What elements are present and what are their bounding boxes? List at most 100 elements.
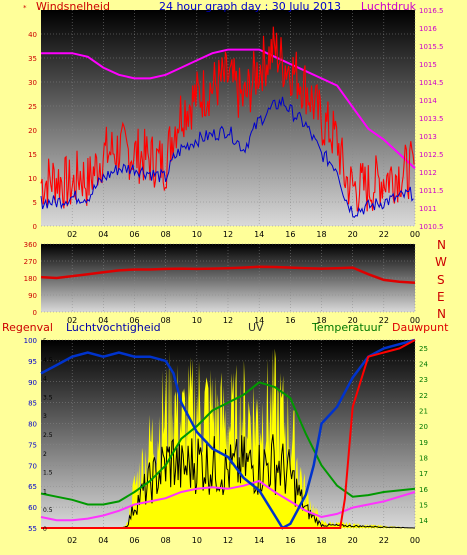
x-tick-label: 10 (192, 536, 202, 545)
right-tick-label: 1011.5 (419, 187, 444, 195)
uv-tick-label: 2 (43, 451, 47, 458)
direction-panel-series (40, 265, 416, 284)
left-tick-label: 270 (24, 258, 37, 266)
right-tick-label: 23 (419, 376, 428, 384)
x-tick-label: 16 (285, 230, 295, 239)
left-tick-label: 10 (28, 175, 37, 183)
uv-tick-label: 0.5 (43, 507, 53, 514)
right-tick-label: 1015.5 (419, 43, 444, 51)
left-tick-label: 85 (28, 400, 37, 408)
compass-n-top: N (437, 238, 446, 252)
right-tick-label: 18 (419, 455, 428, 463)
humidity-line (40, 338, 416, 530)
x-tick-label: 02 (67, 316, 77, 325)
right-tick-label: 24 (419, 361, 428, 369)
x-tick-label: 16 (285, 316, 295, 325)
temperature-label: Temperatuur (311, 321, 383, 334)
uv-tick-label: 3.5 (43, 394, 53, 401)
right-tick-label: 20 (419, 423, 428, 431)
x-tick-label: 06 (129, 230, 139, 239)
right-tick-label: 17 (419, 470, 428, 478)
pressure-label: Luchtdruk (361, 0, 417, 13)
uv-tick-label: 3 (43, 413, 47, 420)
left-tick-label: 20 (28, 127, 37, 135)
right-tick-label: 1014.5 (419, 79, 444, 87)
humidity-label: Luchtvochtigheid (66, 321, 161, 334)
wind-gust-line (40, 26, 415, 212)
x-tick-label: 00 (410, 536, 420, 545)
x-tick-label: 20 (348, 536, 358, 545)
y-axis-marker: * (23, 4, 27, 12)
dewpoint-line (40, 479, 416, 522)
rain-line (41, 339, 416, 529)
uv-tick-label: 1.5 (43, 470, 53, 477)
left-tick-label: 70 (28, 462, 37, 470)
left-tick-label: 30 (28, 79, 37, 87)
x-tick-label: 12 (223, 536, 233, 545)
right-tick-label: 1015 (419, 61, 437, 69)
left-tick-label: 5 (33, 199, 37, 207)
left-tick-label: 35 (28, 55, 37, 63)
uv-label: UV (248, 321, 264, 334)
right-tick-label: 1012 (419, 169, 437, 177)
left-tick-label: 60 (28, 504, 37, 512)
right-tick-label: 1013 (419, 133, 437, 141)
left-tick-label: 360 (24, 241, 37, 249)
right-tick-label: 1014 (419, 97, 437, 105)
x-tick-label: 18 (316, 536, 326, 545)
dewpoint-label: Dauwpunt (392, 321, 449, 334)
right-tick-label: 16 (419, 486, 428, 494)
right-tick-label: 1016.5 (419, 7, 444, 15)
uv-tick-label: 2.5 (43, 432, 53, 439)
right-tick-label: 22 (419, 392, 428, 400)
right-tick-label: 1011 (419, 205, 437, 213)
left-tick-label: 40 (28, 31, 37, 39)
uv-tick-label: 4.5 (43, 357, 53, 364)
wind-average-line (40, 96, 414, 218)
right-tick-label: 1013.5 (419, 115, 444, 123)
x-tick-label: 14 (254, 230, 264, 239)
x-tick-label: 12 (223, 316, 233, 325)
left-tick-label: 55 (28, 525, 37, 533)
x-tick-label: 12 (223, 230, 233, 239)
left-tick-label: 25 (28, 103, 37, 111)
left-tick-label: 65 (28, 483, 37, 491)
x-tick-label: 04 (98, 316, 108, 325)
x-tick-label: 06 (129, 316, 139, 325)
wind-panel-series (40, 26, 416, 218)
wind-direction-line (40, 265, 416, 284)
x-tick-label: 04 (98, 536, 108, 545)
compass-s: S (437, 273, 445, 287)
right-tick-label: 21 (419, 408, 428, 416)
right-tick-label: 19 (419, 439, 428, 447)
x-tick-label: 20 (348, 316, 358, 325)
right-tick-label: 1012.5 (419, 151, 444, 159)
x-tick-label: 20 (348, 230, 358, 239)
x-tick-label: 00 (410, 316, 420, 325)
left-tick-label: 100 (24, 337, 37, 345)
pressure-line (41, 48, 416, 170)
left-tick-label: 15 (28, 151, 37, 159)
left-tick-label: 0 (33, 223, 37, 231)
right-tick-label: 25 (419, 345, 428, 353)
x-tick-label: 08 (161, 536, 171, 545)
x-tick-label: 22 (379, 536, 389, 545)
x-tick-label: 08 (161, 230, 171, 239)
x-tick-label: 08 (161, 316, 171, 325)
temperature-line (40, 381, 416, 506)
x-tick-label: 18 (316, 316, 326, 325)
left-tick-label: 90 (28, 292, 37, 300)
wind-speed-label: Windsnelheid (36, 0, 110, 13)
uv-area (41, 348, 415, 528)
left-tick-label: 80 (28, 421, 37, 429)
compass-n-bottom: N (437, 307, 446, 321)
x-tick-label: 14 (254, 316, 264, 325)
x-tick-label: 22 (379, 316, 389, 325)
x-tick-label: 06 (129, 536, 139, 545)
rain-label: Regenval (2, 321, 53, 334)
graph-title: 24 hour graph day : 30 Julu 2013 (159, 0, 341, 13)
left-tick-label: 90 (28, 379, 37, 387)
x-tick-label: 04 (98, 230, 108, 239)
